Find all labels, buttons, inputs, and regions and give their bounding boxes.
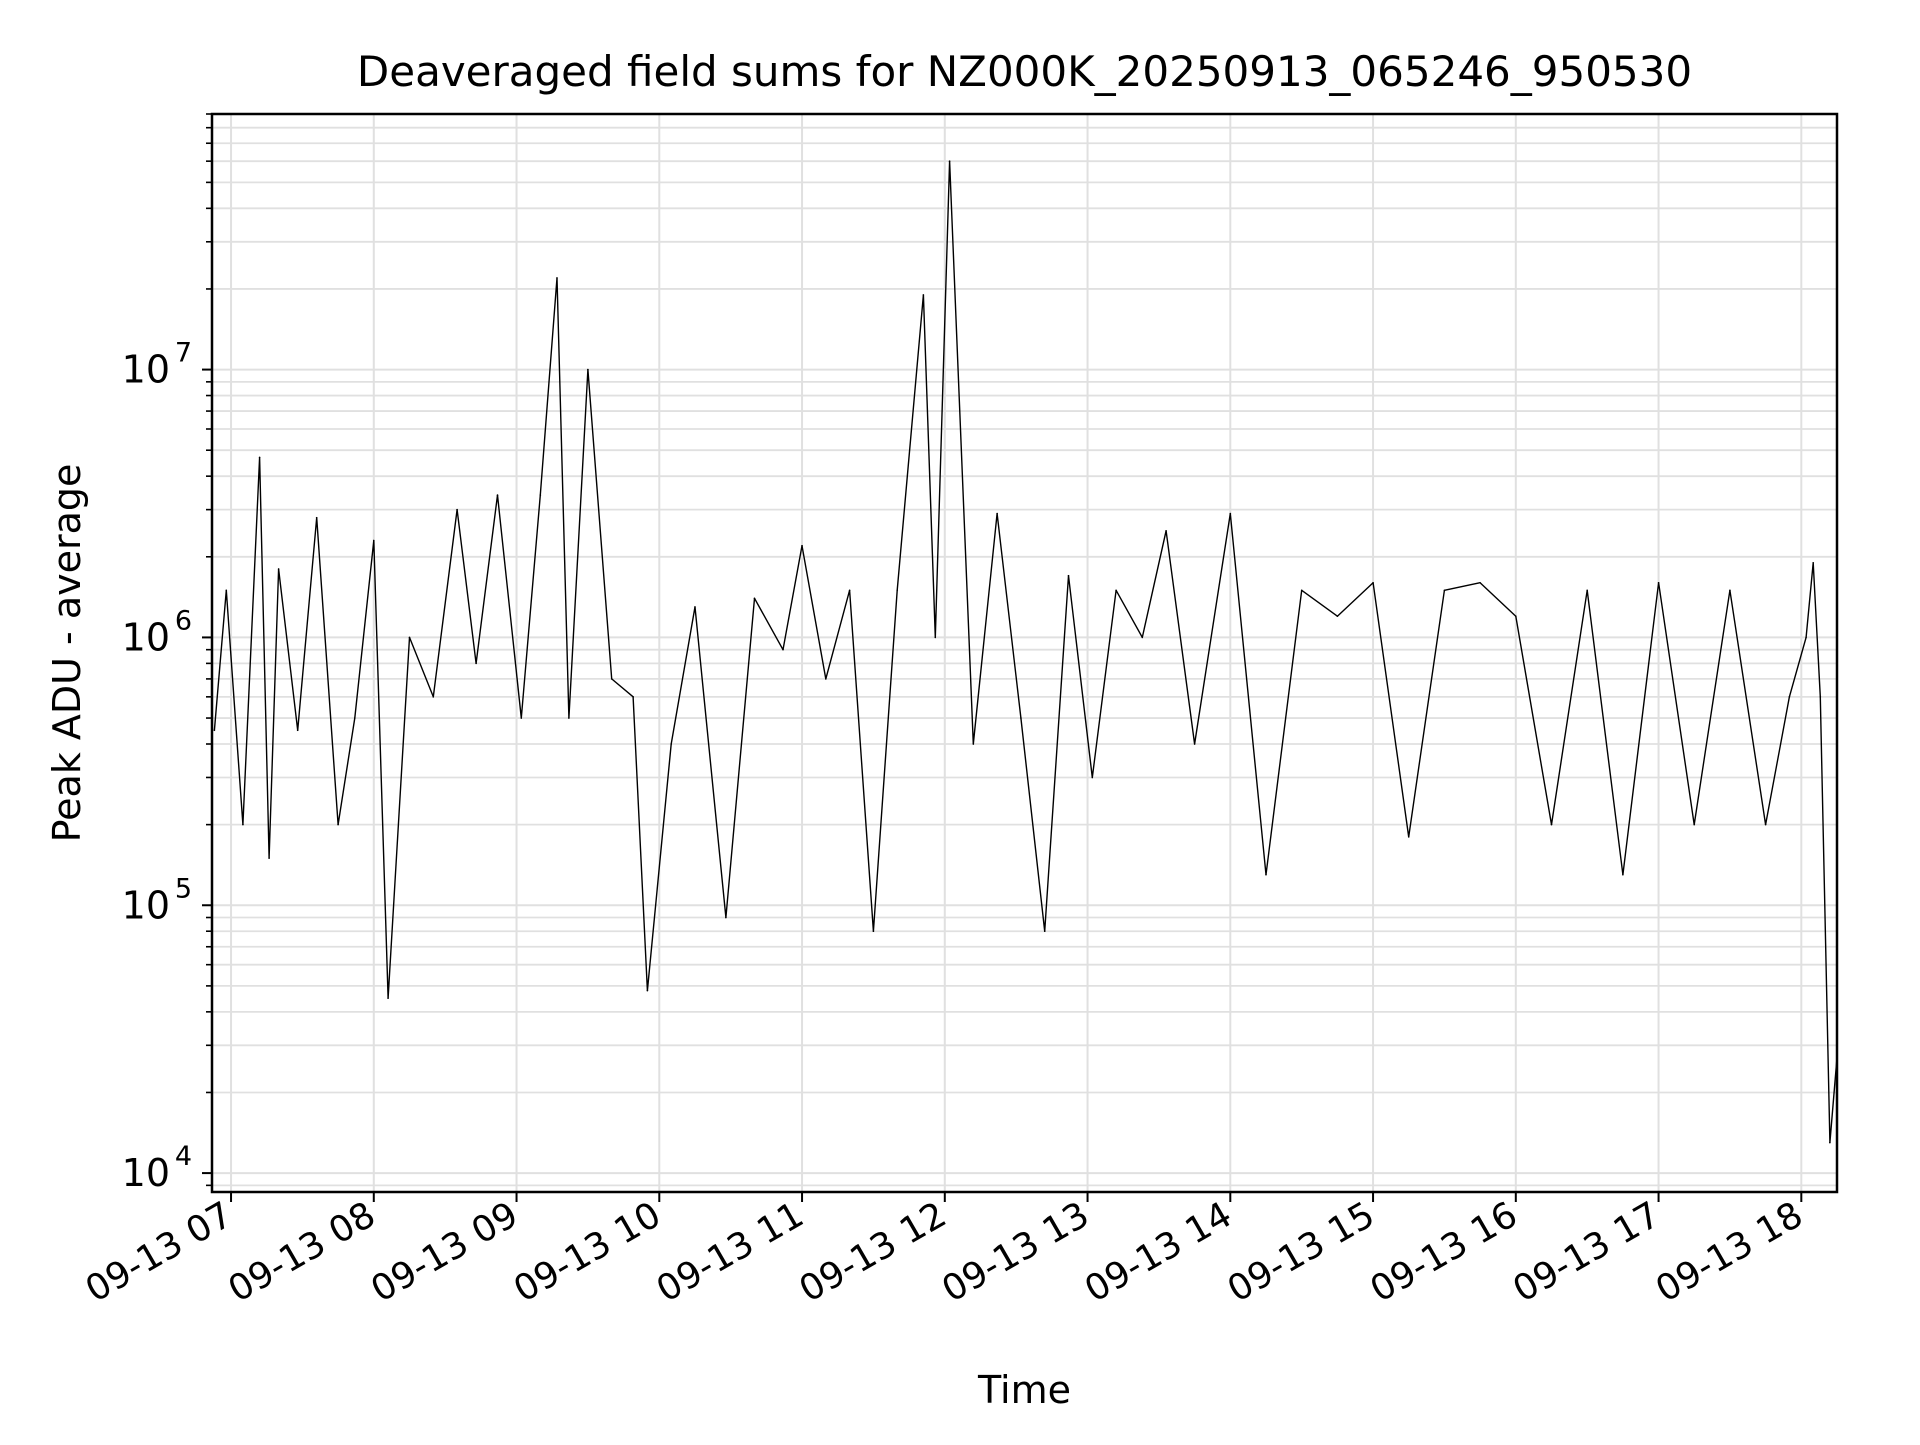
data-point	[725, 916, 727, 919]
data-point	[1657, 581, 1660, 584]
data-point	[1043, 930, 1046, 933]
data-point	[1764, 823, 1767, 826]
data-point	[568, 717, 570, 719]
data-point	[587, 368, 589, 371]
data-point	[315, 516, 318, 519]
data-point	[353, 717, 356, 719]
data-point	[1729, 589, 1731, 592]
data-point	[1372, 581, 1374, 584]
data-point	[896, 589, 899, 592]
data-point	[1141, 636, 1144, 639]
data-point	[1812, 561, 1815, 564]
data-point	[372, 539, 375, 542]
data-point	[277, 568, 280, 570]
data-point	[934, 636, 937, 639]
data-point	[475, 662, 477, 665]
data-point	[1805, 636, 1807, 639]
data-point	[1443, 589, 1446, 592]
data-point	[753, 597, 756, 600]
data-point	[1586, 589, 1588, 592]
y-tick-label: 10	[122, 1151, 170, 1195]
y-tick-label: 10	[122, 883, 170, 927]
data-point	[1336, 615, 1339, 618]
data-point	[646, 989, 649, 992]
series-layer	[213, 160, 1838, 1144]
data-point	[408, 636, 411, 639]
data-point	[258, 456, 261, 459]
y-tick-exponent: 6	[175, 605, 192, 636]
data-point	[337, 823, 339, 826]
data-point	[801, 544, 803, 547]
data-point	[1193, 743, 1196, 745]
y-axis-label: Peak ADU - average	[45, 464, 89, 843]
data-point	[848, 589, 851, 592]
data-point	[1479, 581, 1481, 584]
y-tick-label: 10	[122, 348, 170, 392]
data-point	[1407, 836, 1410, 838]
data-point	[1265, 873, 1267, 876]
data-point	[556, 277, 558, 279]
data-point	[1788, 696, 1791, 698]
data-point	[1829, 1141, 1831, 1144]
data-point	[825, 678, 827, 680]
data-point	[1300, 589, 1303, 592]
data-point	[213, 729, 216, 732]
data-point	[670, 743, 672, 745]
data-point	[1020, 717, 1022, 719]
y-tick-exponent: 4	[175, 1141, 192, 1172]
data-point	[632, 696, 634, 698]
data-point	[1229, 512, 1232, 515]
data-point	[225, 589, 228, 592]
y-tick-label: 10	[122, 615, 170, 659]
data-point	[268, 857, 270, 859]
data-point	[1622, 873, 1624, 876]
data-point	[1165, 530, 1167, 532]
data-point	[539, 494, 542, 496]
plot-frame	[210, 112, 1839, 1194]
data-point	[1515, 615, 1517, 618]
data-point	[872, 930, 875, 933]
data-point	[1091, 776, 1094, 779]
grid	[212, 113, 1837, 1192]
data-point	[1819, 696, 1822, 698]
chart-title: Deaveraged field sums for NZ000K_2025091…	[357, 47, 1692, 96]
data-point	[520, 717, 523, 719]
data-point	[456, 508, 458, 511]
data-point	[948, 160, 951, 162]
data-point	[610, 678, 613, 680]
data-point	[496, 494, 499, 496]
data-point	[782, 648, 784, 651]
data-point	[996, 512, 998, 515]
data-point	[242, 823, 244, 826]
data-point	[1550, 823, 1553, 826]
data-point	[694, 606, 696, 608]
y-tick-exponent: 5	[175, 873, 192, 904]
x-axis-label: Time	[977, 1368, 1071, 1412]
series-line	[213, 160, 1838, 1144]
y-tick-exponent: 7	[175, 338, 192, 369]
data-point	[922, 294, 925, 296]
data-point	[1693, 823, 1696, 826]
data-point	[296, 729, 299, 732]
data-point	[387, 997, 389, 999]
data-point	[1115, 589, 1117, 592]
data-point	[972, 743, 975, 745]
data-point	[432, 696, 435, 698]
data-point	[1067, 574, 1070, 577]
